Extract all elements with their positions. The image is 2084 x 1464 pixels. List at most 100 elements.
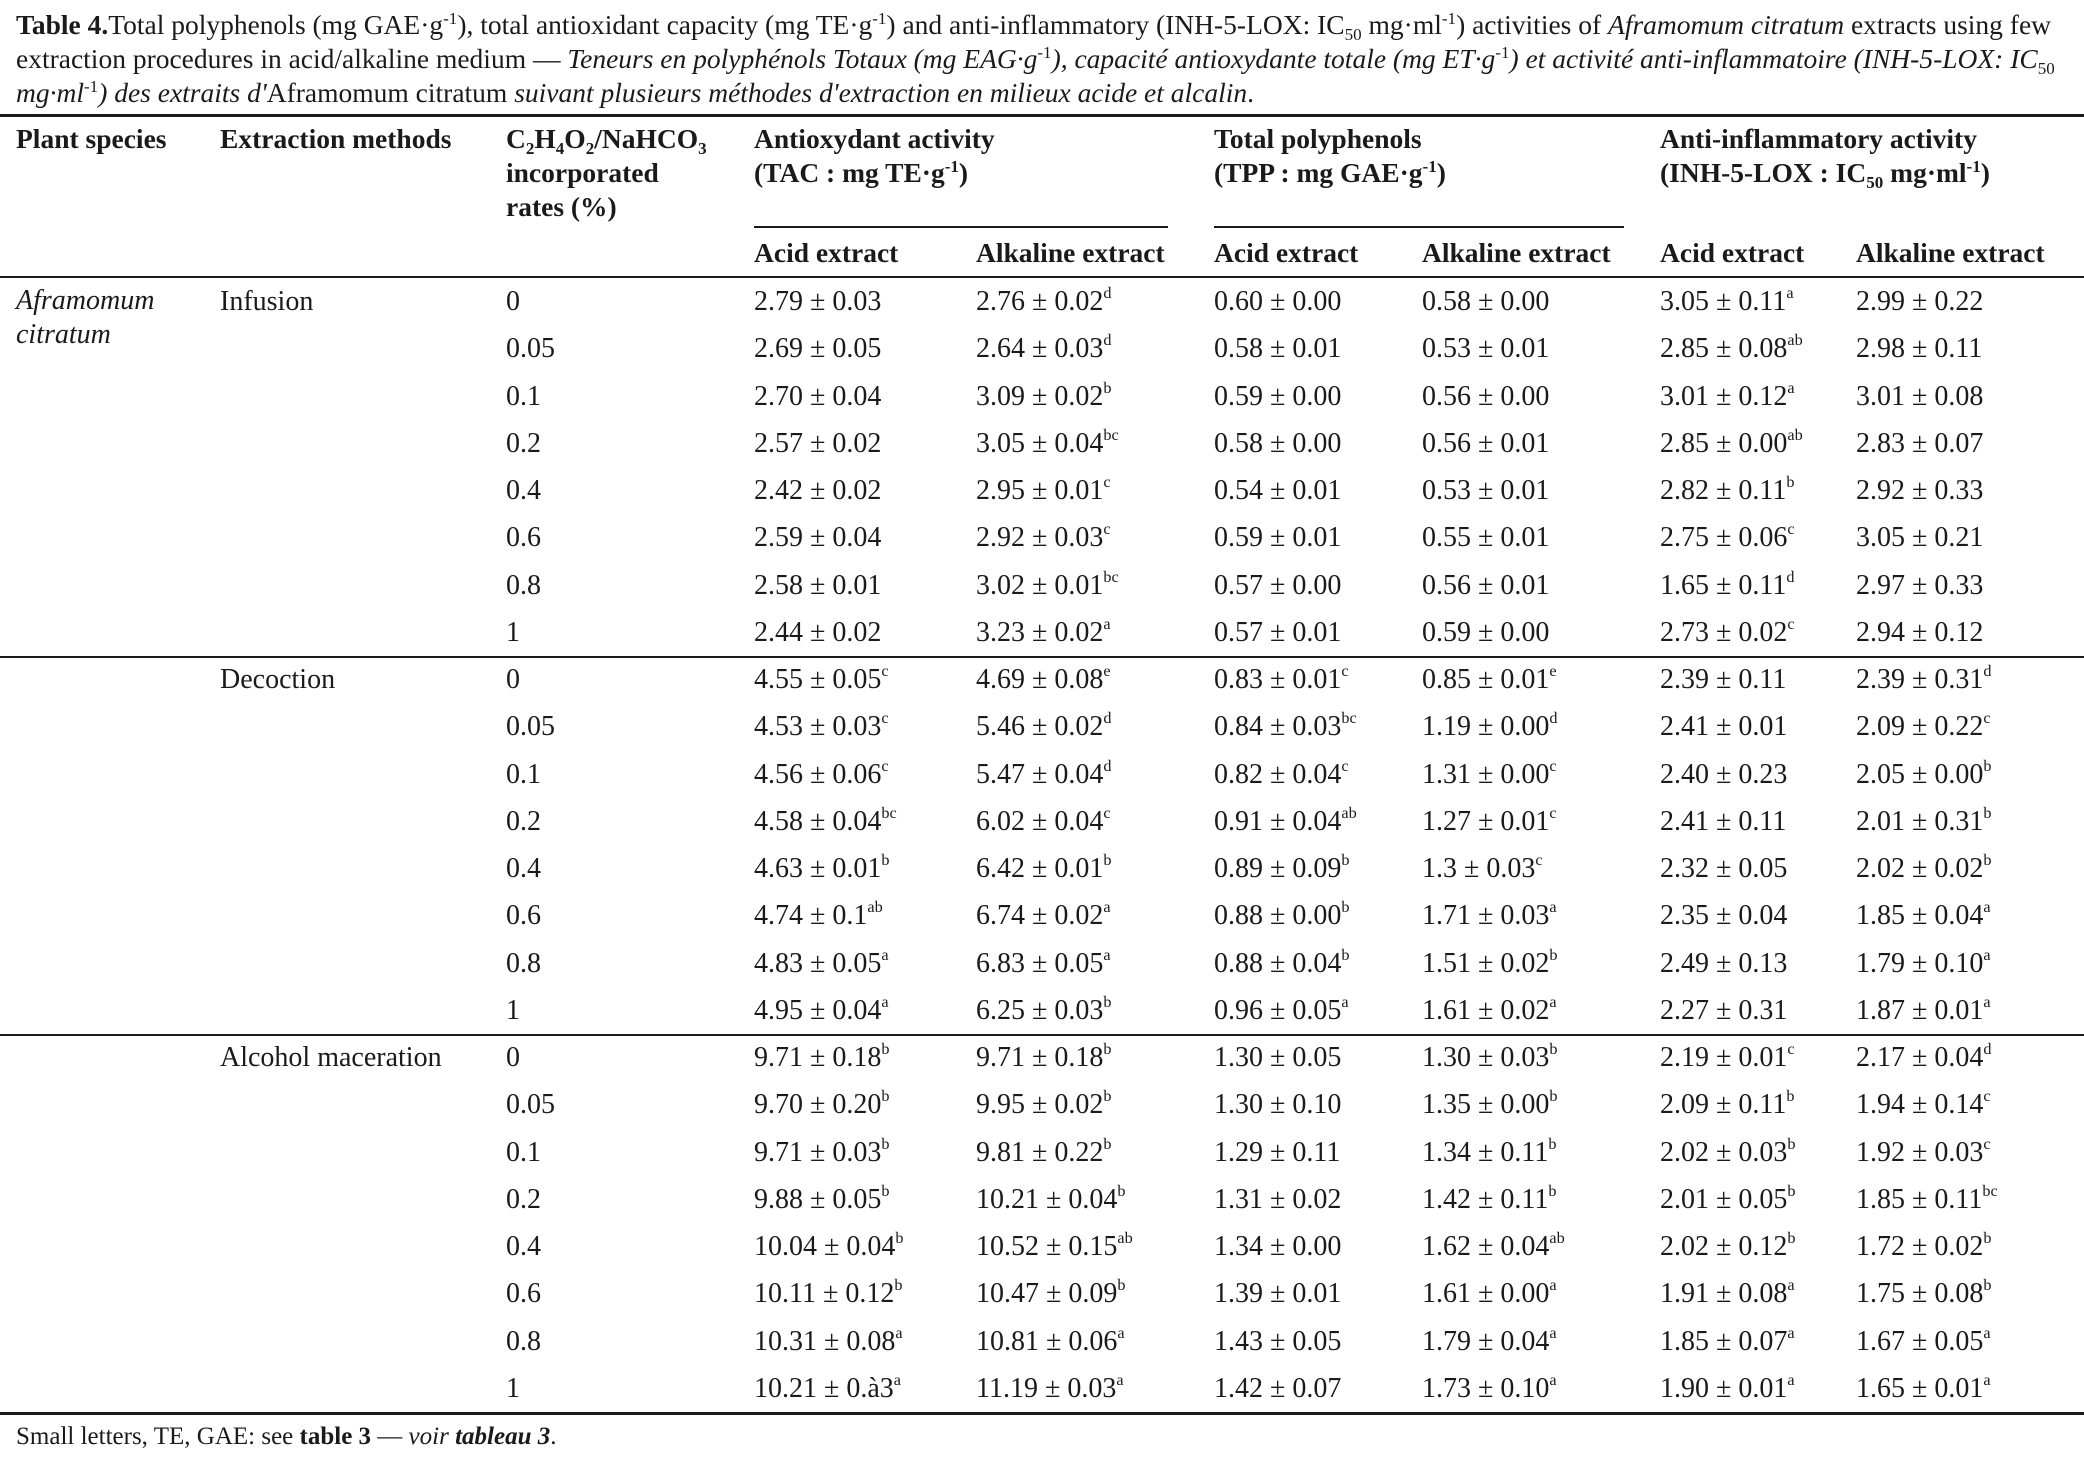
significance-letters: ab (1549, 1228, 1565, 1247)
cell-value: 1.30 ± 0.03 (1422, 1042, 1550, 1073)
cell-tac-alkaline: 5.47 ± 0.04d (976, 751, 1112, 798)
cell-tpp-acid: 0.83 ± 0.01c (1214, 656, 1349, 703)
table-row: 0.05 2.69 ± 0.05 2.64 ± 0.03d 0.58 ± 0.01 0.… (0, 325, 2084, 372)
cell-inh-alkaline: 2.97 ± 0.33 (1856, 562, 1983, 609)
significance-letters: e (1549, 661, 1557, 680)
cell-rate: 1 (506, 616, 520, 648)
cell-value: 2.98 ± 0.11 (1856, 333, 1983, 365)
cell-value: 0.59 ± 0.01 (1214, 522, 1342, 554)
cell-tpp-acid: 0.60 ± 0.00 (1214, 278, 1341, 325)
significance-letters: a (1983, 945, 1991, 964)
significance-letters: b (1341, 850, 1350, 869)
significance-letters: b (1983, 1276, 1992, 1295)
cell-value: 1.43 ± 0.05 (1214, 1325, 1342, 1357)
cell-inh-acid: 2.09 ± 0.11b (1660, 1081, 1794, 1128)
cell-rate: 0.2 (506, 1183, 541, 1215)
cell-value: 4.69 ± 0.08 (976, 664, 1104, 695)
cell-inh-acid: 2.85 ± 0.08ab (1660, 325, 1803, 372)
cell-value: 1.29 ± 0.11 (1214, 1136, 1341, 1168)
cell-tac-alkaline: 2.76 ± 0.02d (976, 278, 1112, 325)
cell-inh-acid: 2.32 ± 0.05 (1660, 845, 1787, 892)
cell-value: 3.05 ± 0.11 (1660, 286, 1787, 317)
cell-value: 2.42 ± 0.02 (754, 475, 882, 506)
cell-value: 2.02 ± 0.02 (1856, 853, 1984, 884)
significance-letters: c (1983, 709, 1991, 728)
cell-value: 6.02 ± 0.04 (976, 805, 1104, 837)
cell-tpp-alkaline: 0.59 ± 0.00 (1422, 609, 1549, 656)
significance-letters: a (1103, 614, 1111, 633)
cell-value: 3.09 ± 0.02 (976, 380, 1104, 412)
significance-letters: c (1341, 756, 1349, 775)
group-separator-rule (0, 1034, 2084, 1036)
cell-rate: 0.8 (506, 1325, 541, 1357)
significance-letters: c (1983, 1087, 1991, 1106)
cell-inh-alkaline: 1.67 ± 0.05a (1856, 1318, 1991, 1365)
cell-value: 0.56 ± 0.01 (1422, 569, 1550, 601)
cell-rate: 0.6 (506, 1278, 541, 1310)
cell-tac-alkaline: 9.81 ± 0.22b (976, 1129, 1112, 1176)
cell-value: 6.25 ± 0.03 (976, 994, 1104, 1026)
cell-value: 1.72 ± 0.02 (1856, 1231, 1984, 1262)
cell-tac-acid: 9.71 ± 0.03b (754, 1129, 890, 1176)
cell-inh-alkaline: 1.94 ± 0.14c (1856, 1081, 1991, 1128)
significance-letters: d (1549, 709, 1558, 728)
cell-tac-alkaline: 6.83 ± 0.05a (976, 940, 1111, 987)
tac-spanner-rule (754, 226, 1168, 228)
significance-letters: d (1103, 756, 1112, 775)
significance-letters: a (1786, 283, 1794, 302)
cell-tac-alkaline: 6.42 ± 0.01b (976, 845, 1112, 892)
significance-letters: b (1103, 1134, 1112, 1153)
significance-letters: b (1341, 945, 1350, 964)
cell-value: 0.59 ± 0.00 (1214, 380, 1342, 412)
cell-tpp-alkaline: 1.73 ± 0.10a (1422, 1365, 1557, 1412)
significance-letters: bc (1982, 1181, 1998, 1200)
cell-tac-alkaline: 6.02 ± 0.04c (976, 798, 1111, 845)
cell-inh-acid: 2.73 ± 0.02c (1660, 609, 1795, 656)
cell-inh-alkaline: 2.05 ± 0.00b (1856, 751, 1992, 798)
cell-tpp-alkaline: 1.30 ± 0.03b (1422, 1034, 1558, 1081)
cell-value: 2.85 ± 0.08 (1660, 333, 1788, 365)
cell-value: 1.85 ± 0.11 (1856, 1183, 1983, 1215)
table-row: 0.8 4.83 ± 0.05a 6.83 ± 0.05a 0.88 ± 0.04b 1… (0, 940, 2084, 987)
cell-value: 2.41 ± 0.01 (1660, 711, 1788, 743)
table-row: 0.2 4.58 ± 0.04bc 6.02 ± 0.04c 0.91 ± 0.04a… (0, 798, 2084, 845)
cell-tac-acid: 4.63 ± 0.01b (754, 845, 890, 892)
significance-letters: c (1535, 850, 1543, 869)
cell-value: 1.3 ± 0.03 (1422, 853, 1536, 884)
cell-tpp-acid: 1.39 ± 0.01 (1214, 1270, 1341, 1317)
cell-tac-acid: 10.31 ± 0.08a (754, 1318, 903, 1365)
table-footnote: Small letters, TE, GAE: see table 3 — vo… (16, 1423, 557, 1450)
cell-inh-alkaline: 1.79 ± 0.10a (1856, 940, 1991, 987)
cell-value: 0.89 ± 0.09 (1214, 853, 1342, 884)
significance-letters: a (1787, 1323, 1795, 1342)
cell-rate: 1 (506, 994, 520, 1026)
significance-letters: a (1787, 1370, 1795, 1389)
cell-tpp-acid: 0.59 ± 0.01 (1214, 514, 1341, 561)
cell-value: 6.42 ± 0.01 (976, 853, 1104, 884)
header-total-polyphenols: Total polyphenols (TPP : mg GAE·g-1) (1214, 123, 1446, 188)
cell-tac-acid: 2.79 ± 0.03 (754, 278, 881, 325)
significance-letters: c (881, 709, 889, 728)
table-row: 0.4 2.42 ± 0.02 2.95 ± 0.01c 0.54 ± 0.01 0.5… (0, 467, 2084, 514)
cell-inh-alkaline: 2.09 ± 0.22c (1856, 703, 1991, 750)
cell-inh-alkaline: 1.85 ± 0.04a (1856, 892, 1991, 939)
cell-inh-acid: 1.85 ± 0.07a (1660, 1318, 1795, 1365)
cell-value: 0.55 ± 0.01 (1422, 522, 1550, 554)
significance-letters: c (1341, 661, 1349, 680)
cell-tpp-acid: 0.88 ± 0.00b (1214, 892, 1350, 939)
cell-inh-acid: 2.49 ± 0.13 (1660, 940, 1787, 987)
cell-value: 0.85 ± 0.01 (1422, 664, 1550, 695)
cell-inh-acid: 2.82 ± 0.11b (1660, 467, 1794, 514)
table-row: 1 2.44 ± 0.02 3.23 ± 0.02a 0.57 ± 0.01 0.59 … (0, 609, 2084, 656)
significance-letters: b (1549, 1087, 1558, 1106)
cell-value: 2.49 ± 0.13 (1660, 947, 1788, 979)
cell-value: 1.71 ± 0.03 (1422, 900, 1550, 932)
cell-rate: 0.4 (506, 1231, 541, 1262)
cell-rate: 1 (506, 1372, 520, 1404)
cell-tpp-alkaline: 1.61 ± 0.02a (1422, 987, 1557, 1034)
cell-tac-alkaline: 10.52 ± 0.15ab (976, 1223, 1133, 1270)
tpp-spanner-rule (1214, 226, 1624, 228)
cell-value: 10.11 ± 0.12 (754, 1278, 895, 1310)
cell-value: 1.67 ± 0.05 (1856, 1325, 1984, 1357)
cell-value: 2.69 ± 0.05 (754, 333, 882, 365)
